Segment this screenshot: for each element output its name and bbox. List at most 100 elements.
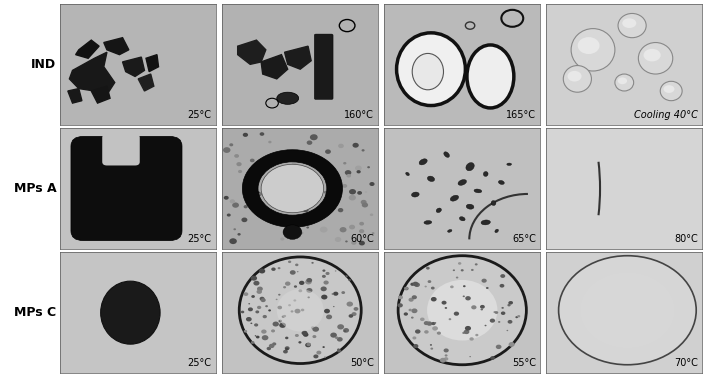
Circle shape — [352, 312, 357, 316]
Circle shape — [371, 232, 374, 234]
Circle shape — [229, 238, 237, 244]
Circle shape — [501, 311, 505, 315]
Circle shape — [465, 326, 471, 331]
Circle shape — [426, 322, 432, 326]
Circle shape — [234, 154, 239, 158]
Circle shape — [413, 344, 419, 348]
Circle shape — [324, 356, 326, 358]
Circle shape — [343, 162, 347, 164]
Circle shape — [277, 306, 282, 310]
Circle shape — [268, 141, 272, 143]
Ellipse shape — [638, 43, 673, 74]
Ellipse shape — [467, 45, 514, 108]
Circle shape — [349, 189, 356, 195]
Circle shape — [398, 296, 403, 299]
Circle shape — [434, 322, 436, 324]
Ellipse shape — [466, 162, 474, 171]
Circle shape — [441, 301, 447, 305]
Circle shape — [496, 345, 501, 349]
Circle shape — [238, 170, 242, 173]
Circle shape — [424, 321, 429, 325]
Circle shape — [444, 357, 448, 361]
Circle shape — [283, 286, 286, 288]
Circle shape — [243, 133, 248, 137]
Circle shape — [303, 173, 310, 179]
Ellipse shape — [571, 29, 615, 71]
Circle shape — [445, 354, 448, 357]
Circle shape — [279, 323, 286, 328]
Circle shape — [330, 333, 337, 338]
Circle shape — [255, 335, 256, 336]
Circle shape — [273, 322, 279, 326]
Circle shape — [357, 170, 361, 173]
Circle shape — [237, 162, 241, 166]
Ellipse shape — [491, 201, 496, 205]
Circle shape — [308, 296, 310, 298]
Circle shape — [306, 288, 313, 293]
Polygon shape — [146, 55, 159, 72]
Circle shape — [277, 202, 285, 207]
Circle shape — [232, 202, 239, 208]
Circle shape — [461, 269, 464, 271]
Circle shape — [229, 143, 233, 146]
Circle shape — [268, 216, 274, 220]
Circle shape — [411, 317, 414, 319]
Circle shape — [272, 342, 276, 346]
Ellipse shape — [568, 71, 582, 81]
Circle shape — [313, 335, 316, 338]
Polygon shape — [261, 55, 288, 79]
Ellipse shape — [484, 172, 488, 176]
Circle shape — [471, 269, 474, 271]
Circle shape — [490, 319, 495, 323]
Ellipse shape — [580, 273, 674, 348]
Circle shape — [484, 325, 486, 326]
Circle shape — [367, 166, 370, 168]
Circle shape — [267, 347, 271, 350]
Circle shape — [294, 285, 297, 288]
Polygon shape — [91, 86, 110, 103]
Circle shape — [450, 285, 454, 288]
Circle shape — [258, 193, 262, 196]
Circle shape — [458, 262, 461, 265]
Circle shape — [404, 287, 409, 290]
Ellipse shape — [558, 256, 696, 365]
Ellipse shape — [664, 85, 674, 93]
Ellipse shape — [424, 221, 432, 224]
Ellipse shape — [277, 92, 299, 104]
Circle shape — [313, 135, 317, 138]
Circle shape — [285, 337, 289, 339]
Circle shape — [508, 342, 515, 347]
Ellipse shape — [507, 163, 512, 166]
Text: 165°C: 165°C — [505, 110, 536, 120]
Polygon shape — [123, 57, 145, 77]
Circle shape — [453, 270, 455, 271]
Circle shape — [295, 264, 299, 266]
Ellipse shape — [578, 37, 599, 54]
Ellipse shape — [412, 192, 419, 197]
Circle shape — [237, 233, 241, 236]
Circle shape — [244, 292, 249, 296]
Ellipse shape — [412, 54, 443, 90]
Circle shape — [465, 296, 471, 300]
Ellipse shape — [498, 181, 504, 184]
Circle shape — [234, 228, 236, 230]
Circle shape — [365, 191, 367, 193]
Text: 70°C: 70°C — [674, 359, 698, 368]
Circle shape — [498, 321, 501, 323]
Circle shape — [261, 329, 267, 334]
Circle shape — [430, 344, 432, 346]
Ellipse shape — [444, 152, 450, 157]
Circle shape — [324, 191, 328, 194]
Circle shape — [283, 225, 301, 239]
Circle shape — [481, 279, 486, 283]
Circle shape — [269, 344, 275, 348]
Ellipse shape — [618, 14, 646, 38]
Circle shape — [250, 159, 255, 162]
Circle shape — [276, 299, 277, 300]
Circle shape — [348, 279, 351, 281]
Circle shape — [312, 159, 318, 165]
Polygon shape — [238, 40, 266, 64]
Circle shape — [424, 330, 429, 334]
Circle shape — [265, 185, 272, 189]
Text: 60°C: 60°C — [350, 234, 373, 244]
